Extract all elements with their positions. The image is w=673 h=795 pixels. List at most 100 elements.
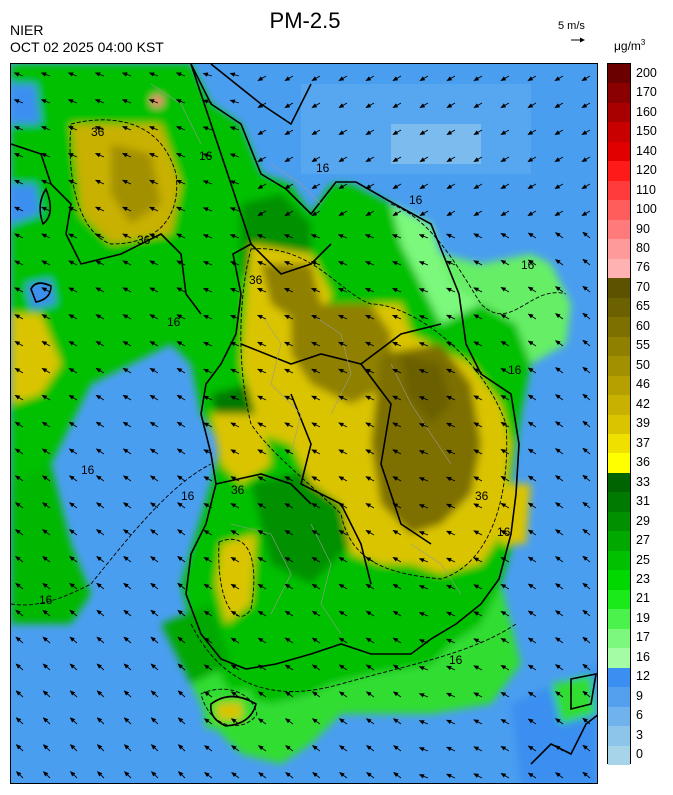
wind-vector <box>582 717 591 725</box>
wind-vector <box>554 556 564 563</box>
pm25-hotspot <box>151 95 163 107</box>
province-border-southwest <box>215 473 312 505</box>
wind-vector <box>203 583 213 590</box>
northern-border <box>210 64 312 126</box>
pm25-zone-olive-central <box>291 304 391 404</box>
pm25-concentration-map[interactable]: 36 16 16 16 36 36 16 16 16 16 16 36 16 1… <box>10 63 598 784</box>
wind-vector <box>284 583 294 590</box>
wind-vector <box>418 558 429 563</box>
legend-swatch <box>608 356 630 377</box>
wind-vector <box>337 341 348 347</box>
coastline-boundaries <box>11 64 597 765</box>
wind-vector <box>95 502 105 509</box>
wind-vector <box>123 582 132 590</box>
wind-vector <box>13 179 24 185</box>
legend-swatch <box>608 433 630 454</box>
wind-vector <box>311 129 321 135</box>
wind-vector <box>68 367 78 374</box>
district-boundaries <box>150 83 462 635</box>
wind-vector <box>311 395 321 401</box>
wind-vector <box>15 556 24 563</box>
wind-vector <box>95 260 105 266</box>
wind-vector <box>68 448 78 455</box>
wind-vector <box>176 260 186 266</box>
wind-vector <box>582 555 591 563</box>
pm25-zone-blue-northwest <box>11 84 41 124</box>
wind-vector <box>445 476 456 482</box>
wind-vector <box>176 341 186 347</box>
wind-vector <box>95 529 105 536</box>
wind-vector <box>148 126 159 131</box>
wind-vector <box>445 368 456 374</box>
legend-swatch <box>608 278 630 299</box>
wind-vector <box>41 367 51 374</box>
wind-vector <box>527 718 537 725</box>
wind-vector <box>500 183 510 189</box>
wind-vector <box>418 396 429 401</box>
wind-vector <box>500 210 510 216</box>
wind-vector <box>527 367 537 374</box>
wind-vector <box>582 420 591 428</box>
wind-vector <box>391 234 402 239</box>
wind-vector <box>392 368 402 374</box>
wind-vector <box>283 261 294 266</box>
wind-vector <box>581 210 591 216</box>
wind-vector <box>284 610 294 617</box>
wind-vector <box>338 156 348 162</box>
wind-vector <box>175 153 186 158</box>
wind-vector <box>473 129 483 135</box>
wind-vector <box>446 210 456 216</box>
legend-label: 21 <box>636 591 650 606</box>
wind-vector <box>419 75 429 81</box>
wind-vector <box>554 421 564 428</box>
wind-vector <box>176 448 186 455</box>
contour-16-east <box>390 203 567 315</box>
wind-vector <box>418 261 429 266</box>
wind-vector <box>500 691 510 698</box>
wind-vector <box>418 315 429 320</box>
wind-vector <box>257 691 267 698</box>
pm25-zone-yellow-island <box>216 702 243 720</box>
wind-vector <box>150 636 159 644</box>
wind-vector <box>392 102 402 108</box>
legend-swatch <box>608 122 630 143</box>
wind-vector <box>122 421 132 428</box>
wind-vector <box>149 314 159 320</box>
wind-vector <box>257 503 267 509</box>
wind-vector <box>500 129 510 135</box>
legend-swatch <box>608 414 630 435</box>
wind-vector <box>582 609 591 617</box>
wind-vector <box>500 502 510 509</box>
wind-vector <box>581 75 591 81</box>
wind-vector <box>149 529 159 536</box>
legend-swatch <box>608 550 630 571</box>
wind-vector <box>418 369 429 374</box>
wind-vector <box>95 421 105 428</box>
wind-vector <box>256 288 267 293</box>
wind-vector <box>554 286 564 293</box>
wind-vector <box>473 719 483 725</box>
wind-vector <box>419 129 429 135</box>
wind-vector <box>123 636 132 644</box>
wind-vector <box>14 341 24 347</box>
wind-vector <box>68 475 78 482</box>
wind-vector <box>445 449 456 455</box>
wind-vector <box>230 530 240 536</box>
wind-vector <box>473 233 483 239</box>
wind-vector <box>365 556 375 563</box>
wind-vector <box>527 313 537 320</box>
wind-vector <box>554 448 564 455</box>
wind-vector <box>527 529 537 536</box>
contour-label: 16 <box>449 653 463 667</box>
wind-vector <box>67 153 78 158</box>
unit-exponent: 3 <box>640 38 646 47</box>
wind-vector <box>365 449 375 455</box>
wind-vector <box>149 233 159 239</box>
wind-vector <box>338 476 348 482</box>
japan-coastline <box>530 714 597 765</box>
wind-vector <box>337 234 348 239</box>
legend-label: 16 <box>636 649 650 664</box>
wind-vector <box>365 210 375 216</box>
wind-vector <box>13 153 24 158</box>
pm25-zone-olive-dark <box>401 354 451 424</box>
